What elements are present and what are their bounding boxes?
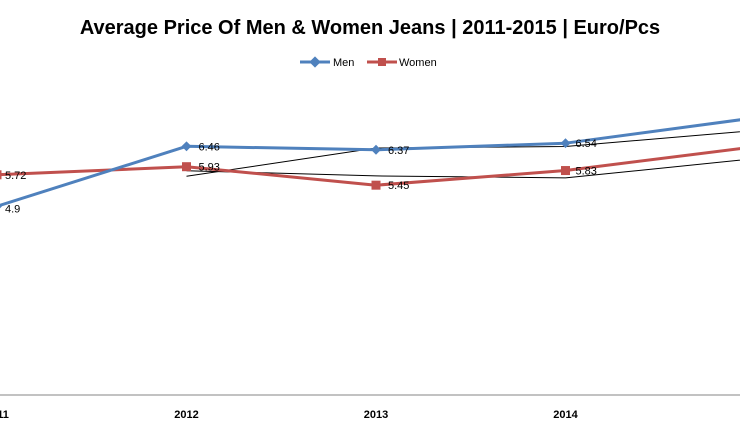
data-label: 5.72 (5, 170, 26, 182)
x-tick-label: 2012 (174, 409, 198, 421)
x-tick-labels: 20112012201320142015 (0, 409, 579, 421)
chart-title: Average Price Of Men & Women Jeans | 201… (80, 17, 660, 39)
x-tick-label: 2013 (364, 409, 388, 421)
x-tick-label: 2011 (0, 409, 9, 421)
series-lines (0, 118, 740, 212)
legend-label-men: Men (333, 57, 354, 69)
point-women (561, 166, 570, 176)
point-men (0, 201, 2, 212)
point-women (182, 162, 191, 172)
legend-label-women: Women (399, 57, 437, 69)
point-women (371, 180, 381, 190)
data-label: 6.37 (388, 145, 409, 157)
point-men (371, 144, 381, 155)
x-tick-label: 2014 (553, 409, 578, 421)
data-label: 5.93 (199, 162, 220, 174)
data-labels: 4.9 6.46 6.37 6.54 5.72 5.93 5.45 5.83 (5, 138, 597, 215)
point-men (560, 138, 571, 149)
legend: Men Women (300, 56, 437, 69)
series-line-women (0, 147, 740, 187)
point-women (0, 170, 2, 180)
trendlines (186, 131, 740, 179)
trendline-men (186, 131, 740, 177)
data-label: 5.45 (388, 180, 409, 192)
legend-marker-women (378, 58, 386, 66)
data-label: 5.83 (576, 166, 597, 178)
data-label: 6.46 (199, 141, 220, 153)
legend-marker-men (309, 56, 321, 68)
legend-item-women: Women (367, 57, 437, 69)
legend-item-men: Men (300, 56, 354, 69)
point-men (181, 141, 192, 152)
data-label: 4.9 (5, 203, 20, 215)
data-label: 6.54 (576, 138, 597, 150)
